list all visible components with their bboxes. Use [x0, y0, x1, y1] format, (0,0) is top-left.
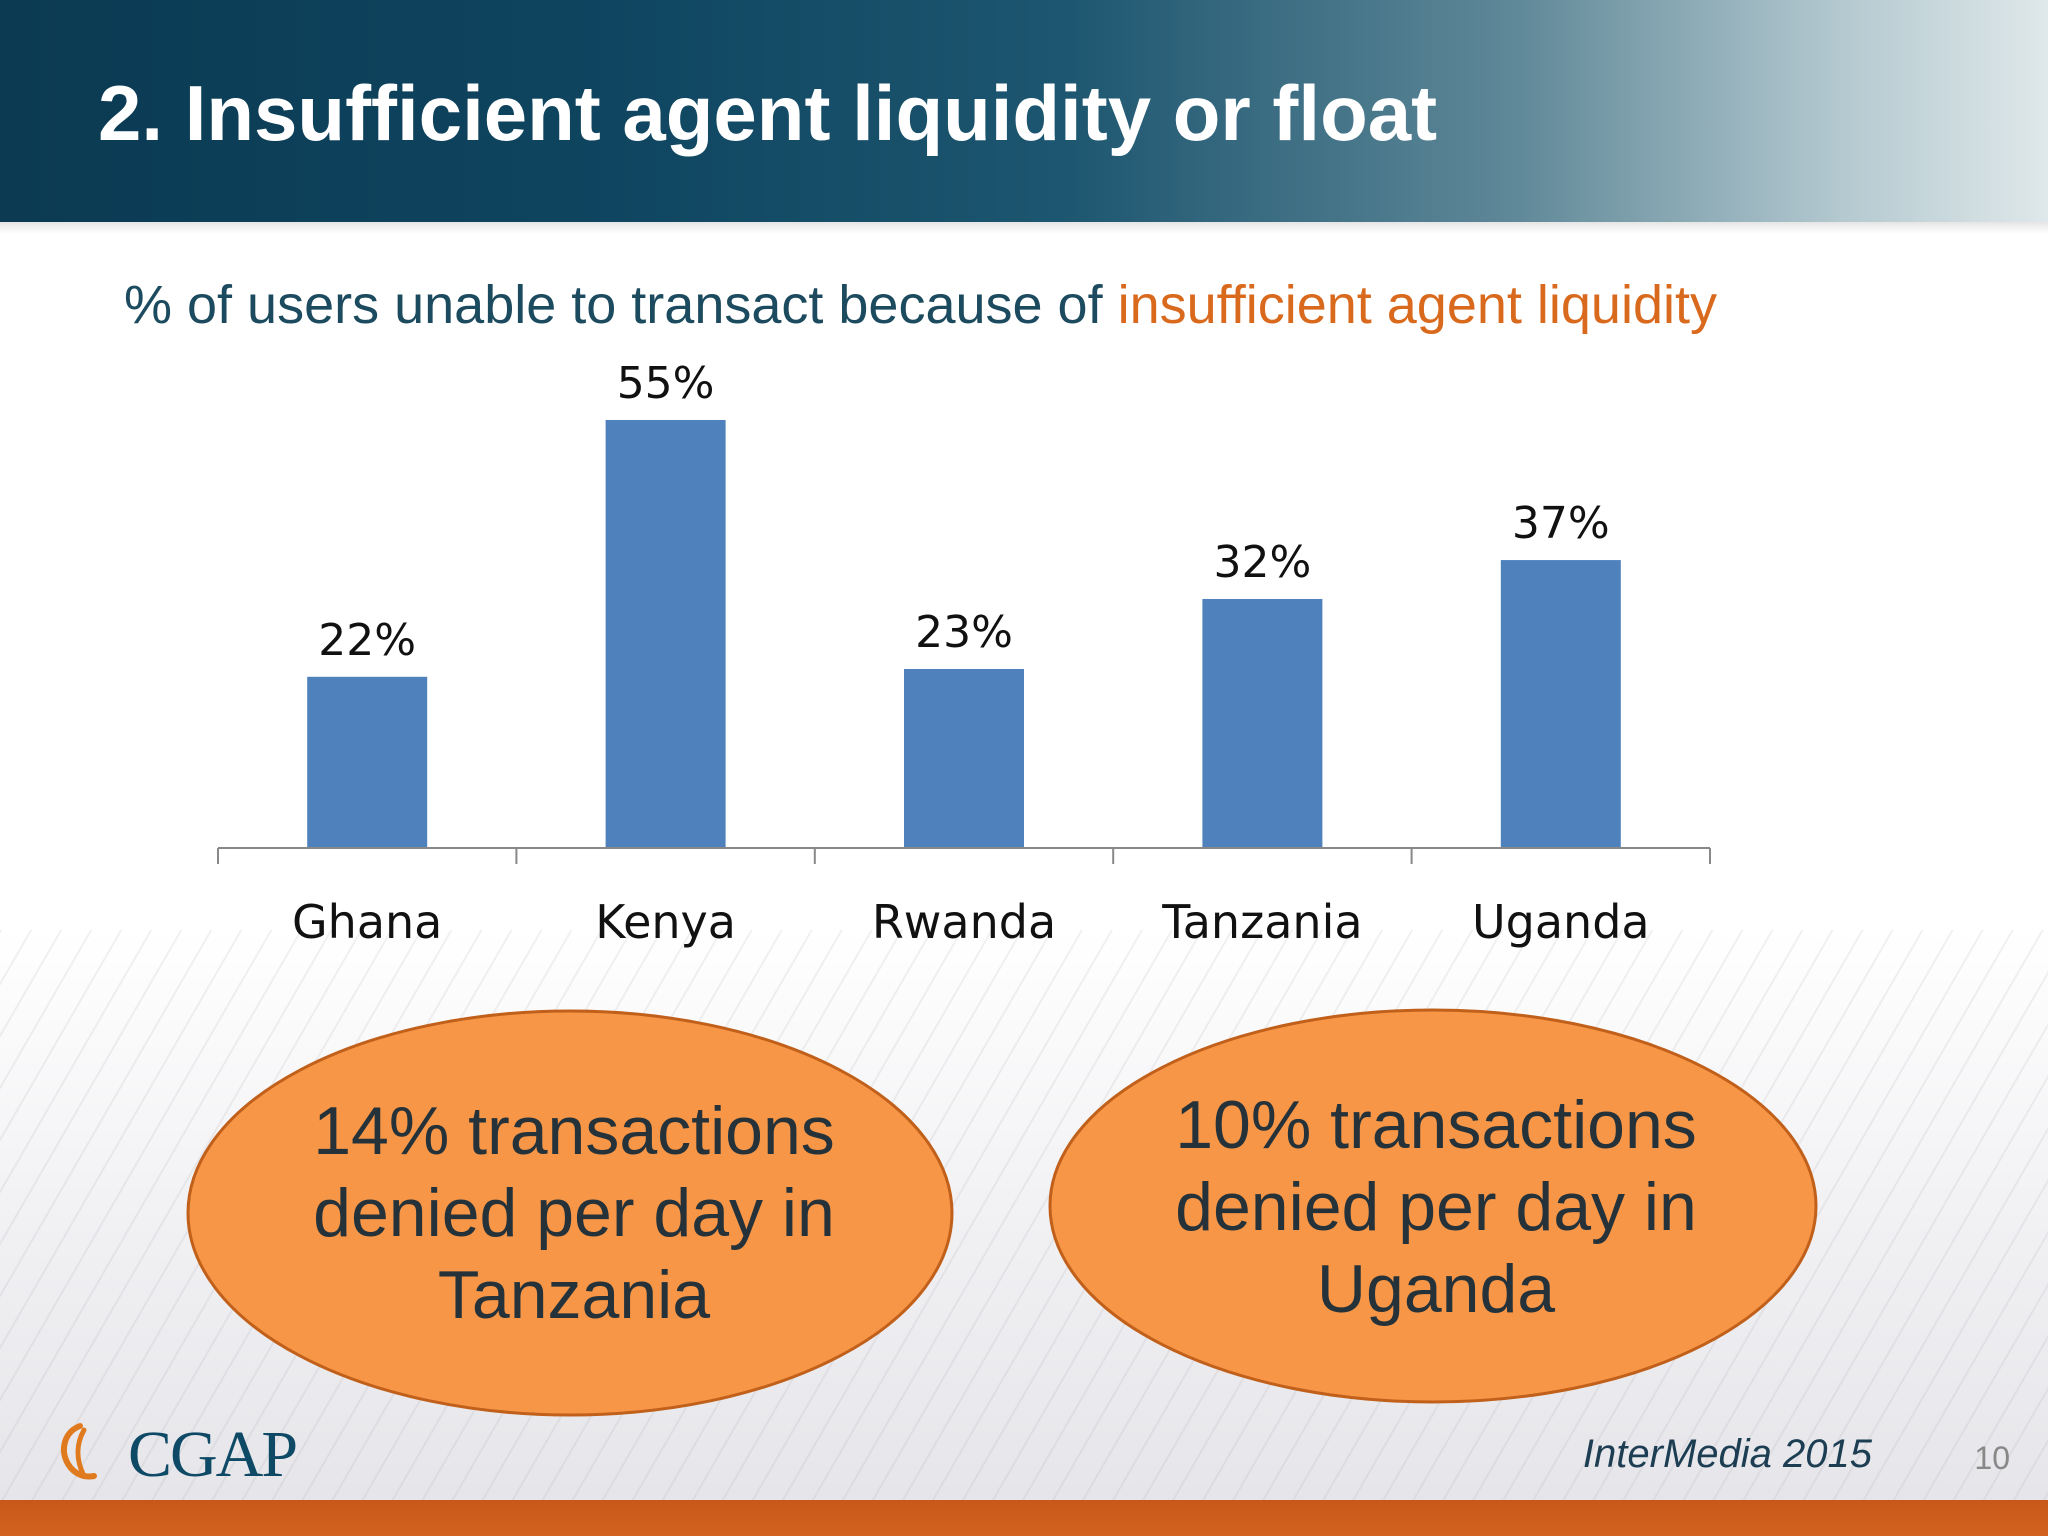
header-shadow — [0, 222, 2048, 234]
callout-line: 10% transactions — [1175, 1087, 1697, 1163]
bar-rwanda — [904, 669, 1024, 848]
bar-uganda — [1500, 560, 1621, 848]
x-tick-label: Uganda — [1472, 895, 1650, 949]
header-banner: 2. Insufficient agent liquidity or float — [0, 0, 2048, 222]
callout-text: 14% transactions denied per day in Tanza… — [186, 1090, 962, 1336]
subtitle-main: % of users unable to transact because of — [124, 275, 1118, 335]
cgap-logo-text: CGAP — [128, 1418, 298, 1491]
data-label: 32% — [1214, 537, 1312, 588]
slide-title: 2. Insufficient agent liquidity or float — [98, 69, 1438, 157]
data-label: 23% — [915, 607, 1013, 658]
x-tick-label: Ghana — [292, 895, 442, 949]
chart-subtitle: % of users unable to transact because of… — [124, 274, 1717, 336]
data-label: 55% — [617, 358, 715, 409]
x-tick-label: Tanzania — [1161, 895, 1362, 949]
callout-line: denied per day in — [1175, 1169, 1697, 1245]
page-number: 10 — [1974, 1440, 2010, 1476]
callout-line: 14% transactions — [313, 1093, 835, 1169]
callout-ellipse — [186, 1009, 954, 1417]
data-label: 37% — [1512, 498, 1610, 549]
source-citation: InterMedia 2015 — [1582, 1432, 1872, 1476]
callout-line: denied per day in — [313, 1175, 835, 1251]
x-tick-label: Rwanda — [872, 895, 1056, 949]
footer-bar — [0, 1500, 2048, 1536]
bar-chart: 22% Ghana 55% Kenya 23% Rwanda 32% Tanzania 37% U… — [217, 358, 1711, 949]
x-tick-label: Kenya — [595, 895, 736, 949]
data-label: 22% — [318, 615, 416, 666]
callout-tanzania: 14% transactions denied per day in Tanza… — [186, 1006, 962, 1420]
subtitle-accent: insufficient agent liquidity — [1117, 275, 1717, 335]
bar-tanzania — [1202, 598, 1323, 848]
cgap-logo-icon — [61, 1423, 97, 1480]
bar-ghana — [307, 676, 428, 848]
callout-uganda: 10% transactions denied per day in Ugand… — [1048, 1006, 1824, 1406]
callout-line: Uganda — [1316, 1251, 1556, 1327]
callout-line: Tanzania — [437, 1257, 711, 1333]
callout-text: 10% transactions denied per day in Ugand… — [1048, 1084, 1824, 1330]
callout-ellipse — [1048, 1008, 1818, 1404]
bar-kenya — [605, 420, 726, 848]
